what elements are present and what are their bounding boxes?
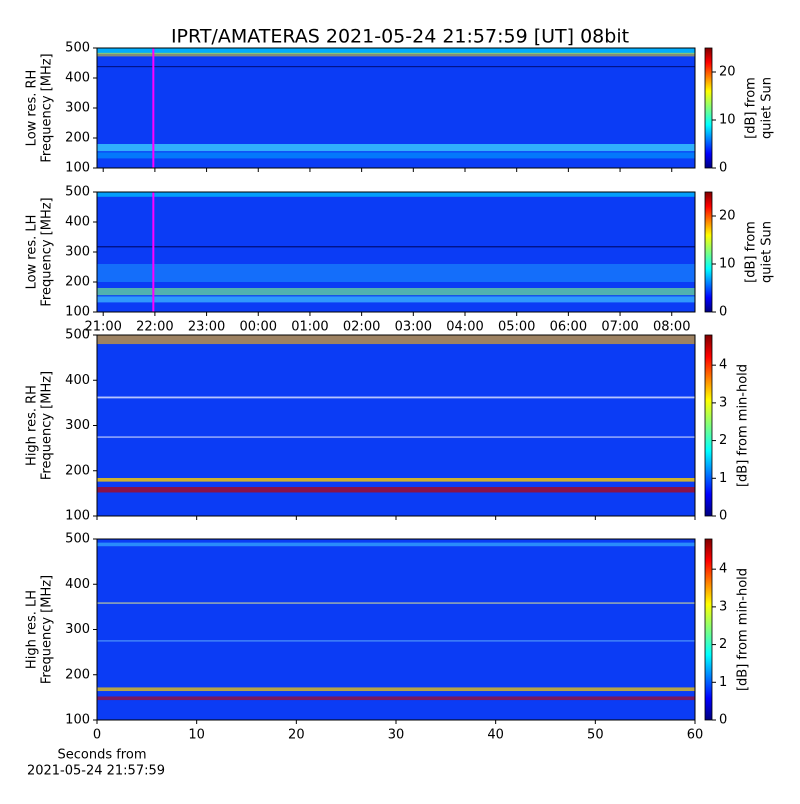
y-axis-label: Low res. RH bbox=[25, 70, 40, 147]
y-axis-label: Frequency [MHz] bbox=[40, 197, 55, 306]
y-tick-label: 100 bbox=[65, 713, 90, 728]
heatmap-band bbox=[97, 52, 695, 57]
x-tick-label: 50 bbox=[587, 728, 604, 743]
heatmap-band bbox=[97, 264, 695, 282]
x-tick-label: 10 bbox=[188, 728, 205, 743]
y-tick-label: 400 bbox=[65, 373, 90, 388]
colorbar-label: quiet Sun bbox=[760, 77, 775, 139]
heatmap bbox=[97, 539, 695, 720]
x-tick-label: 08:00 bbox=[653, 320, 690, 335]
heatmap-band bbox=[97, 48, 695, 54]
y-axis-label: Frequency [MHz] bbox=[40, 371, 55, 480]
x-tick-label: 23:00 bbox=[188, 320, 225, 335]
y-tick-label: 300 bbox=[65, 622, 90, 637]
y-axis-label: High res. RH bbox=[25, 385, 40, 466]
x-tick-label: 07:00 bbox=[601, 320, 638, 335]
x-tick-label: 05:00 bbox=[498, 320, 535, 335]
y-axis-label: Frequency [MHz] bbox=[40, 53, 55, 162]
colorbar-tick-label: 20 bbox=[719, 209, 736, 224]
colorbar-tick-label: 4 bbox=[719, 562, 727, 577]
colorbar-tick-label: 3 bbox=[719, 395, 727, 410]
colorbar-tick-label: 2 bbox=[719, 637, 727, 652]
heatmap-band bbox=[97, 687, 695, 692]
x-tick-label: 04:00 bbox=[446, 320, 483, 335]
colorbar bbox=[704, 191, 713, 313]
heatmap-band bbox=[97, 246, 695, 248]
x-tick-label: 01:00 bbox=[291, 320, 328, 335]
x-tick-label: 22:00 bbox=[136, 320, 173, 335]
x-tick-label: 30 bbox=[388, 728, 405, 743]
heatmap-band bbox=[97, 192, 695, 197]
x-axis-label: Seconds from bbox=[57, 748, 146, 763]
y-tick-label: 200 bbox=[65, 275, 90, 290]
x-tick-label: 03:00 bbox=[395, 320, 432, 335]
colorbar-tick-label: 1 bbox=[719, 675, 727, 690]
heatmap-band bbox=[97, 144, 695, 152]
colorbar-tick-label: 4 bbox=[719, 358, 727, 373]
colorbar-label: [dB] from min-hold bbox=[736, 364, 751, 487]
colorbar-label: [dB] from min-hold bbox=[736, 568, 751, 691]
x-tick-label: 20 bbox=[288, 728, 305, 743]
y-tick-label: 100 bbox=[65, 161, 90, 176]
y-tick-label: 200 bbox=[65, 667, 90, 682]
heatmap bbox=[97, 335, 695, 516]
y-tick-label: 500 bbox=[65, 328, 90, 343]
y-tick-label: 400 bbox=[65, 71, 90, 86]
colorbar-label: [dB] from bbox=[744, 77, 759, 139]
colorbar-tick-label: 10 bbox=[719, 257, 736, 272]
colorbar-tick-label: 1 bbox=[719, 471, 727, 486]
y-tick-label: 200 bbox=[65, 131, 90, 146]
heatmap-band bbox=[97, 288, 695, 296]
y-axis-label: Low res. LH bbox=[25, 215, 40, 290]
colorbar-tick-label: 0 bbox=[719, 509, 727, 524]
heatmap-band bbox=[97, 542, 695, 547]
y-tick-label: 500 bbox=[65, 185, 90, 200]
y-tick-label: 200 bbox=[65, 463, 90, 478]
heatmap-band bbox=[97, 296, 695, 303]
colorbar-label: quiet Sun bbox=[760, 221, 775, 283]
y-tick-label: 100 bbox=[65, 305, 90, 320]
x-tick-label: 40 bbox=[487, 728, 504, 743]
heatmap-band bbox=[97, 487, 695, 493]
y-axis-label: High res. LH bbox=[25, 590, 40, 669]
y-axis-label: Frequency [MHz] bbox=[40, 575, 55, 684]
colorbar-tick-label: 20 bbox=[719, 65, 736, 80]
colorbar-tick-label: 0 bbox=[719, 713, 727, 728]
colorbar bbox=[704, 47, 713, 169]
y-tick-label: 500 bbox=[65, 41, 90, 56]
colorbar-tick-label: 0 bbox=[719, 161, 727, 176]
y-tick-label: 400 bbox=[65, 215, 90, 230]
y-tick-label: 300 bbox=[65, 101, 90, 116]
colorbar-label: [dB] from bbox=[744, 221, 759, 283]
y-tick-label: 100 bbox=[65, 509, 90, 524]
x-tick-label: 00:00 bbox=[240, 320, 277, 335]
x-tick-label: 21:00 bbox=[84, 320, 121, 335]
colorbar bbox=[704, 538, 713, 721]
figure-title: IPRT/AMATERAS 2021-05-24 21:57:59 [UT] 0… bbox=[171, 26, 629, 48]
heatmap-band bbox=[97, 66, 695, 68]
heatmap-band bbox=[97, 696, 695, 701]
colorbar-tick-label: 3 bbox=[719, 599, 727, 614]
colorbar bbox=[704, 334, 713, 517]
y-tick-label: 400 bbox=[65, 577, 90, 592]
y-tick-label: 500 bbox=[65, 532, 90, 547]
heatmap-band bbox=[97, 477, 695, 482]
heatmap-band bbox=[97, 602, 695, 604]
x-tick-label: 02:00 bbox=[343, 320, 380, 335]
heatmap-band bbox=[97, 640, 695, 642]
heatmap-band bbox=[97, 152, 695, 159]
x-axis-label: 2021-05-24 21:57:59 bbox=[27, 764, 165, 779]
colorbar-tick-label: 0 bbox=[719, 305, 727, 320]
y-tick-label: 300 bbox=[65, 245, 90, 260]
y-tick-label: 300 bbox=[65, 418, 90, 433]
x-tick-label: 06:00 bbox=[550, 320, 587, 335]
colorbar-tick-label: 2 bbox=[719, 433, 727, 448]
x-tick-label: 60 bbox=[687, 728, 704, 743]
colorbar-tick-label: 10 bbox=[719, 113, 736, 128]
x-tick-label: 0 bbox=[93, 728, 101, 743]
heatmap-band bbox=[97, 396, 695, 399]
heatmap-band bbox=[97, 335, 695, 345]
heatmap-band bbox=[97, 436, 695, 438]
